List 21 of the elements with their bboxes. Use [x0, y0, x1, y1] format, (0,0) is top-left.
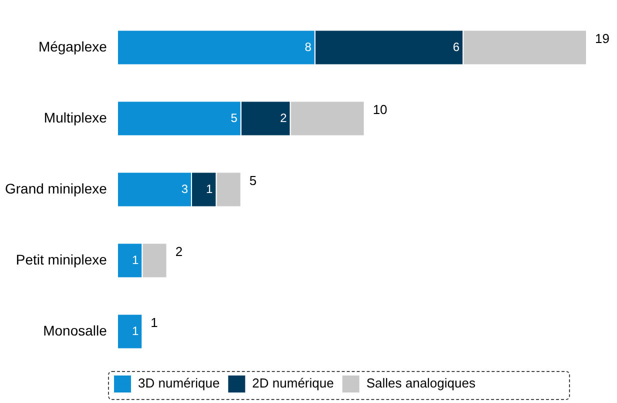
data-label: 3 — [181, 182, 188, 196]
y-tick-label: Grand miniplexe — [5, 180, 108, 196]
y-tick-label: Mégaplexe — [38, 38, 108, 54]
data-label: 5 — [230, 110, 238, 125]
y-tick-label: Multiplexe — [44, 109, 108, 126]
total-label: 10 — [372, 102, 388, 118]
total-label: 19 — [595, 31, 610, 46]
data-label: 8 — [304, 40, 312, 54]
total-label: 2 — [175, 244, 183, 260]
legend-label: Salles analogiques — [366, 376, 476, 391]
data-label: 1 — [132, 324, 139, 338]
total-label: 1 — [150, 315, 158, 330]
legend-label: 3D numérique — [138, 376, 220, 391]
y-tick-label: Monosalle — [43, 322, 108, 338]
legend-label: 2D numérique — [252, 376, 334, 391]
data-label: 1 — [206, 182, 213, 196]
data-label: 2 — [280, 110, 288, 125]
total-label: 5 — [249, 173, 257, 188]
y-tick-label: Petit miniplexe — [16, 251, 108, 268]
data-label: 6 — [452, 40, 460, 54]
data-label: 1 — [132, 252, 139, 267]
